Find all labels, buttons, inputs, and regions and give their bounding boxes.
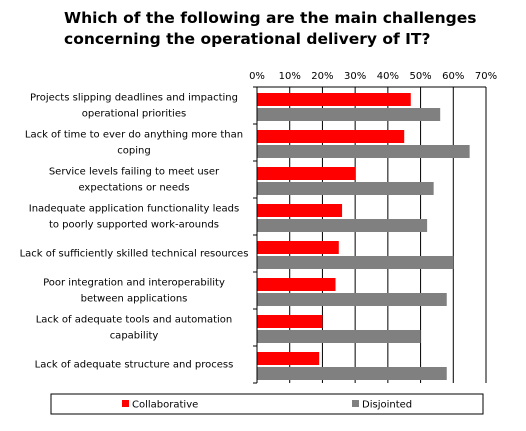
category-label: Projects slipping deadlines and impactin… xyxy=(30,93,238,104)
category-label: Lack of adequate structure and process xyxy=(35,360,234,371)
category-label: Poor integration and interoperability xyxy=(43,278,225,289)
bars xyxy=(257,93,470,380)
bar-disjointed xyxy=(257,182,434,195)
x-tick-label: 20% xyxy=(311,71,333,82)
category-label: Lack of time to ever do anything more th… xyxy=(25,130,243,141)
bar-collaborative xyxy=(257,167,356,180)
bar-disjointed xyxy=(257,330,421,343)
legend-swatch-collaborative xyxy=(122,400,129,407)
category-label: operational priorities xyxy=(82,109,186,120)
bar-disjointed xyxy=(257,145,470,158)
x-tick-label: 60% xyxy=(442,71,464,82)
category-label: Lack of sufficiently skilled technical r… xyxy=(20,249,249,260)
x-tick-labels: 0% 10% 20% 30% 40% 50% 60% 70% xyxy=(249,71,497,82)
category-label: expectations or needs xyxy=(78,183,189,194)
bar-collaborative xyxy=(257,352,320,365)
bar-disjointed xyxy=(257,256,454,269)
bar-collaborative xyxy=(257,278,336,291)
x-tick-label: 50% xyxy=(409,71,431,82)
bar-collaborative xyxy=(257,93,411,106)
x-tick-label: 40% xyxy=(377,71,399,82)
category-label: Inadequate application functionality lea… xyxy=(29,204,240,215)
chart-title: Which of the following are the main chal… xyxy=(64,9,477,48)
x-tick-label: 10% xyxy=(279,71,301,82)
x-tick-label: 30% xyxy=(344,71,366,82)
category-label: between applications xyxy=(81,294,188,305)
legend: Collaborative Disjointed xyxy=(50,393,484,415)
bar-collaborative xyxy=(257,130,405,143)
bar-disjointed xyxy=(257,219,428,232)
category-label: Service levels failing to meet user xyxy=(49,167,220,178)
category-label: Lack of adequate tools and automation xyxy=(36,315,233,326)
x-tick-label: 70% xyxy=(475,71,497,82)
bar-collaborative xyxy=(257,315,323,328)
bar-disjointed xyxy=(257,293,447,306)
legend-box xyxy=(50,393,484,415)
category-label: coping xyxy=(117,146,150,157)
bar-collaborative xyxy=(257,241,339,254)
axes xyxy=(253,86,486,384)
legend-label-collaborative: Collaborative xyxy=(132,400,198,411)
legend-label-disjointed: Disjointed xyxy=(362,400,412,411)
category-labels: Projects slipping deadlines and impactin… xyxy=(20,93,249,371)
x-tick-label: 0% xyxy=(249,71,265,82)
bar-collaborative xyxy=(257,204,343,217)
legend-swatch-disjointed xyxy=(352,400,359,407)
bar-disjointed xyxy=(257,367,447,380)
category-label: to poorly supported work-arounds xyxy=(49,220,219,231)
category-label: capability xyxy=(110,331,159,342)
bar-disjointed xyxy=(257,108,441,121)
